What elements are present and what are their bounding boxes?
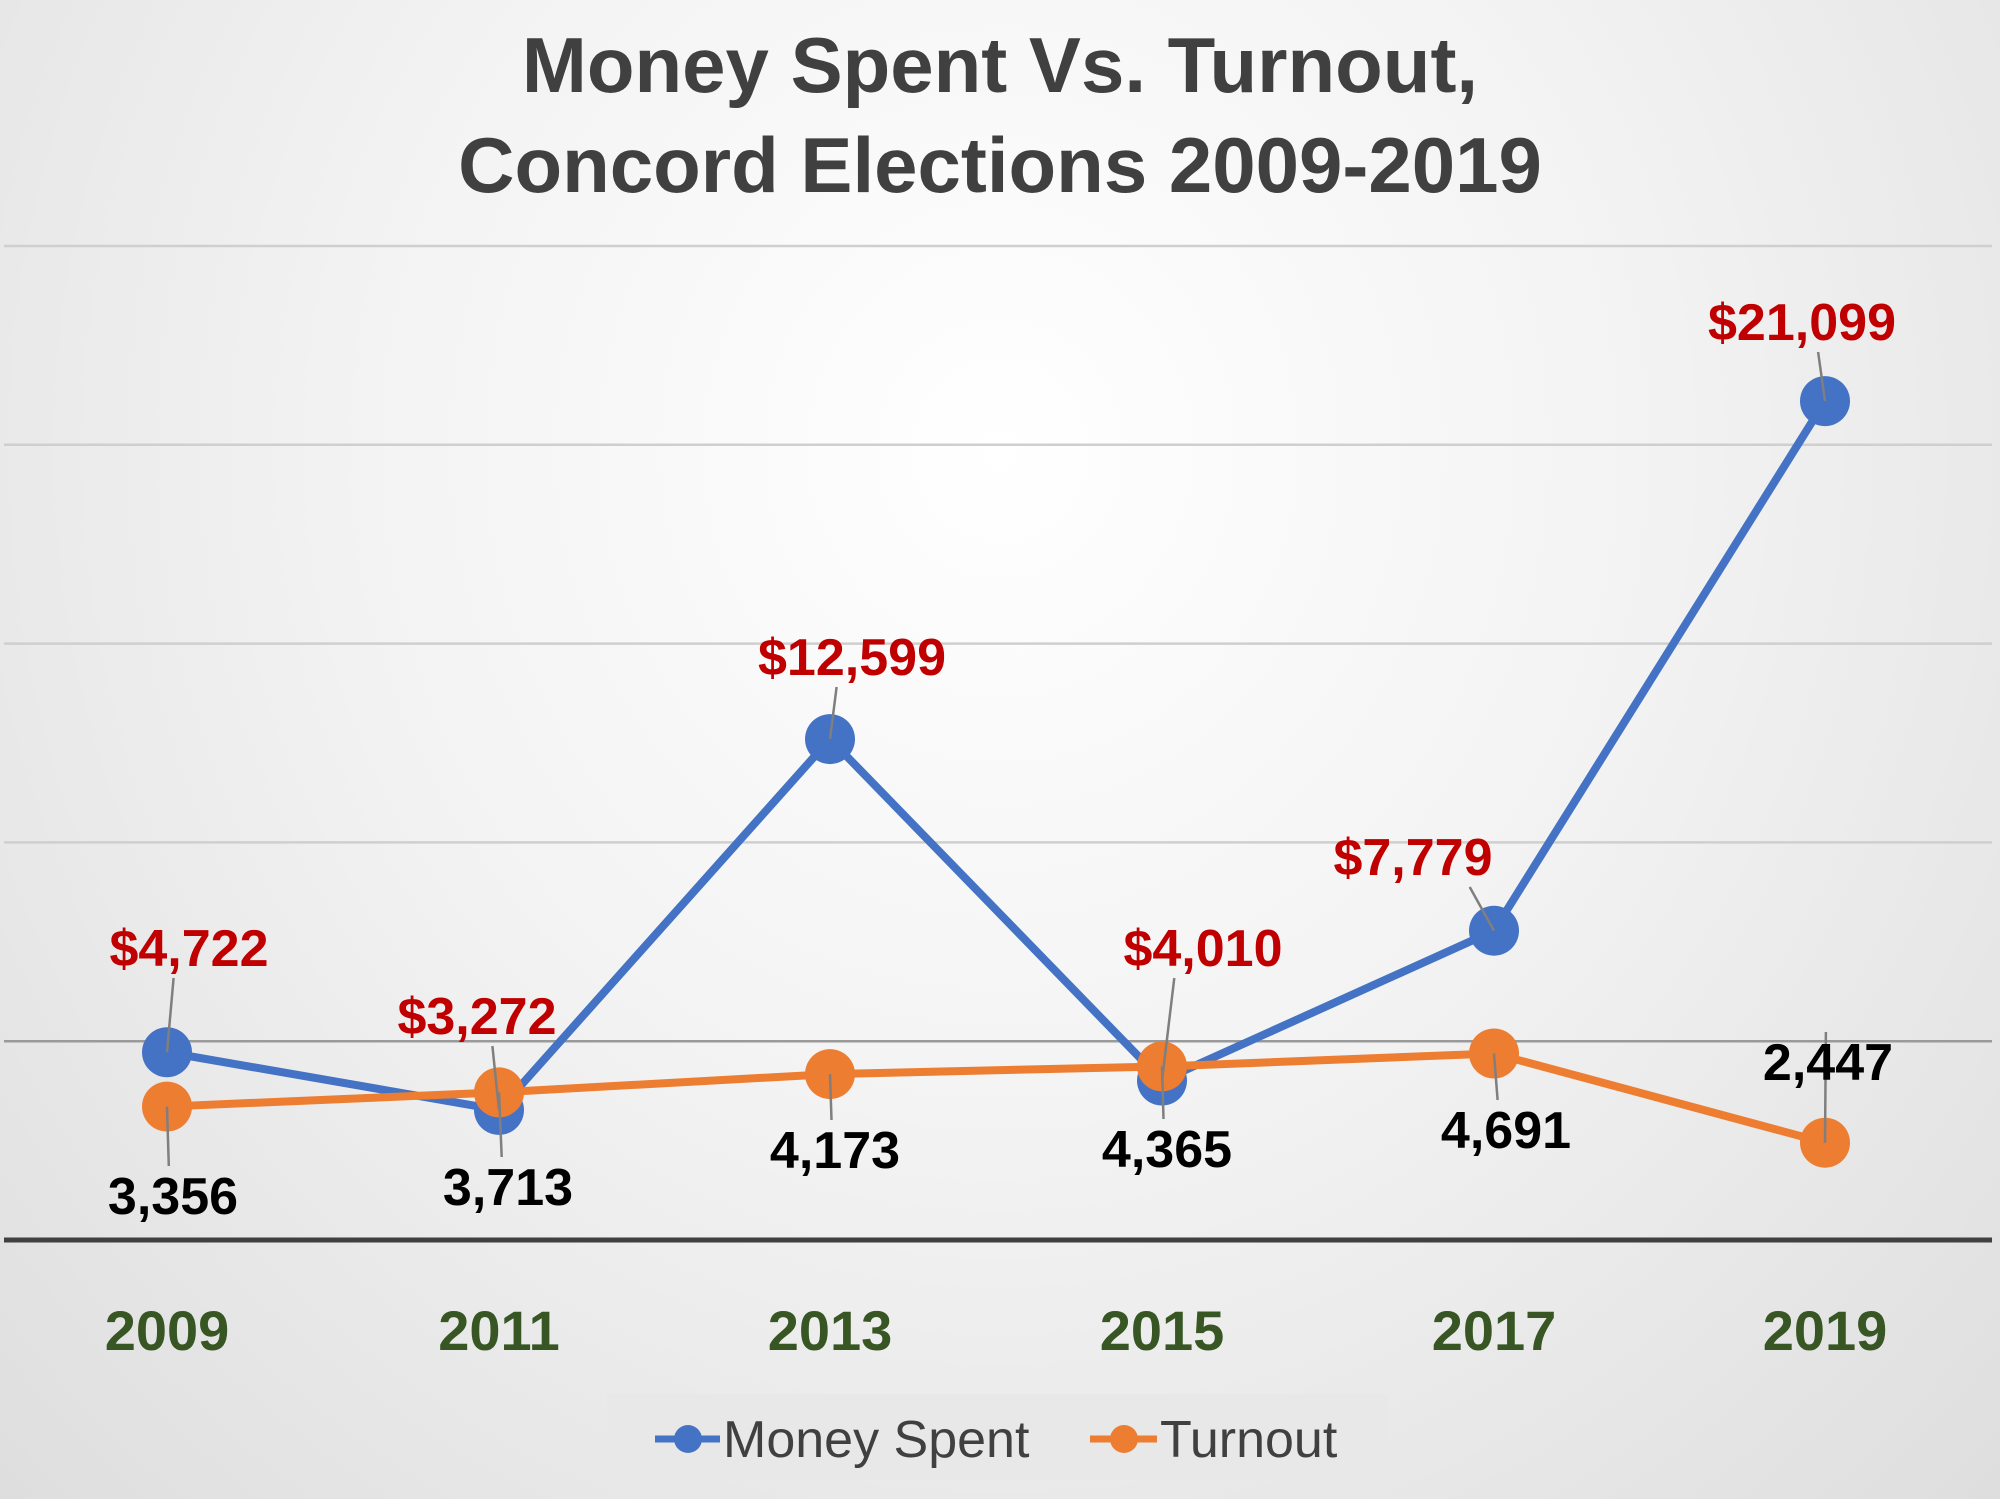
turnout-data-label: 3,356 [108, 1168, 238, 1226]
x-tick-label: 2015 [1100, 1299, 1225, 1362]
money-spent-data-label: $3,272 [397, 988, 556, 1046]
money-spent-data-label: $21,099 [1708, 294, 1896, 352]
legend: Money Spent Turnout [607, 1394, 1388, 1480]
leader-line [1160, 977, 1176, 1081]
legend-money-marker [674, 1425, 702, 1453]
turnout-data-label: 4,365 [1102, 1121, 1232, 1179]
x-tick-label: 2009 [105, 1299, 230, 1362]
leader-line [491, 1045, 501, 1111]
leader-line [497, 1092, 503, 1158]
x-tick-label: 2013 [768, 1299, 893, 1362]
leader-line [1816, 351, 1827, 402]
turnout-data-label: 3,713 [443, 1159, 573, 1217]
legend-turnout-label: Turnout [1160, 1411, 1338, 1469]
series-line-money-spent [166, 398, 1829, 1114]
series-line-turnout [166, 1049, 1827, 1147]
chart-subtitle: Concord Elections 2009-2019 [458, 121, 1542, 209]
x-tick-label: 2017 [1432, 1299, 1557, 1362]
leader-line [828, 1074, 833, 1121]
x-tick-label: 2019 [1763, 1299, 1888, 1362]
money-spent-data-label: $4,010 [1123, 920, 1282, 978]
x-tick-label: 2011 [438, 1299, 560, 1362]
leader-line [1468, 886, 1496, 932]
leader-line [1160, 1066, 1165, 1120]
x-axis-ticks: 2009 2011 2013 2015 2017 2019 [105, 1299, 1888, 1362]
legend-turnout-marker [1110, 1425, 1138, 1453]
legend-money-label: Money Spent [723, 1411, 1030, 1469]
leader-line [165, 977, 175, 1053]
gridlines [4, 244, 1992, 1043]
turnout-data-label: 4,173 [770, 1122, 900, 1180]
leader-line [828, 686, 838, 740]
money-spent-data-label: $7,779 [1333, 829, 1492, 887]
chart-title: Money Spent Vs. Turnout, [522, 21, 1478, 109]
turnout-data-label: 4,691 [1441, 1102, 1571, 1160]
money-spent-data-label: $12,599 [758, 629, 946, 687]
legend-box [607, 1394, 1388, 1480]
leader-line [165, 1106, 171, 1167]
turnout-data-label: 2,447 [1763, 1034, 1893, 1092]
leader-line [1492, 1053, 1499, 1101]
money-spent-data-label: $4,722 [109, 920, 268, 978]
data-labels: $4,722 $3,272 $12,599 $4,010 $7,779 $21,099 3,… [108, 294, 1896, 1226]
leader-line [1823, 1031, 1828, 1143]
series-layer [142, 376, 1850, 1168]
